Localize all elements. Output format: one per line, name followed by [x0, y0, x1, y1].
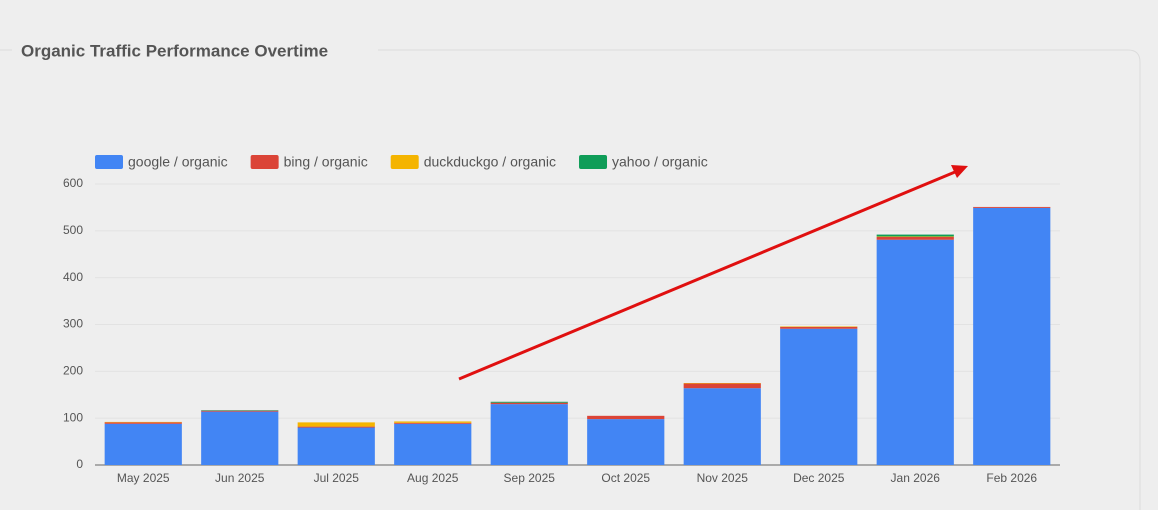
y-tick-label: 500	[63, 223, 83, 237]
x-tick-label: Jul 2025	[314, 471, 360, 485]
bar-segment	[201, 411, 279, 465]
bar-segment	[297, 422, 375, 427]
bar-segment	[201, 410, 279, 412]
bar-segment	[490, 402, 568, 405]
x-tick-label: Nov 2025	[697, 471, 749, 485]
bar-segment	[297, 427, 375, 465]
legend-swatch	[390, 155, 419, 169]
y-tick-label: 400	[63, 270, 83, 284]
bar-segment	[104, 422, 182, 424]
bar-segment	[394, 423, 472, 465]
legend-label: yahoo / organic	[612, 154, 708, 170]
bar-segment	[973, 206, 1051, 208]
legend-swatch	[95, 155, 123, 169]
bar-segment	[587, 419, 665, 465]
card-border	[378, 49, 1141, 510]
x-tick-label: Feb 2026	[986, 471, 1037, 485]
bar-segment	[104, 423, 182, 465]
legend-swatch	[250, 155, 279, 169]
y-tick-label: 0	[76, 457, 83, 471]
y-tick-label: 100	[63, 410, 83, 424]
plot: 0 100 200 300 400 500 600 May 2025 Jun 2025 Jul 2…	[63, 176, 1060, 485]
x-tick-label: Dec 2025	[793, 471, 845, 485]
bar-segment	[490, 401, 568, 403]
bar-segment	[973, 207, 1051, 465]
y-tick-label: 600	[63, 176, 83, 190]
bar-segment	[876, 236, 954, 240]
bar-segment	[394, 422, 472, 424]
legend-swatch	[579, 155, 608, 169]
bar-segment	[780, 328, 858, 465]
bar-segment	[587, 415, 665, 420]
legend-label: google / organic	[128, 154, 228, 170]
bar-segment	[394, 421, 472, 423]
bar-segment	[490, 404, 568, 465]
y-tick-label: 200	[63, 364, 83, 378]
bar-segment	[876, 234, 954, 237]
arrow-head	[951, 165, 968, 178]
y-tick-label: 300	[63, 317, 83, 331]
bar-segment	[683, 388, 761, 465]
arrow-line	[458, 170, 956, 381]
x-tick-label: May 2025	[117, 471, 170, 485]
bar-segment	[780, 326, 858, 329]
bar-segment	[683, 383, 761, 389]
x-tick-label: Aug 2025	[407, 471, 459, 485]
x-tick-label: Jun 2025	[215, 471, 265, 485]
bar-segment	[297, 426, 375, 428]
x-tick-label: Sep 2025	[504, 471, 556, 485]
trend-arrow	[458, 165, 968, 381]
legend-label: duckduckgo / organic	[424, 154, 556, 170]
x-tick-label: Jan 2026	[891, 471, 941, 485]
chart-title: Organic Traffic Performance Overtime	[21, 41, 328, 60]
x-tick-label: Oct 2025	[601, 471, 650, 485]
bar-segment	[876, 239, 954, 465]
legend-label: bing / organic	[284, 154, 368, 170]
